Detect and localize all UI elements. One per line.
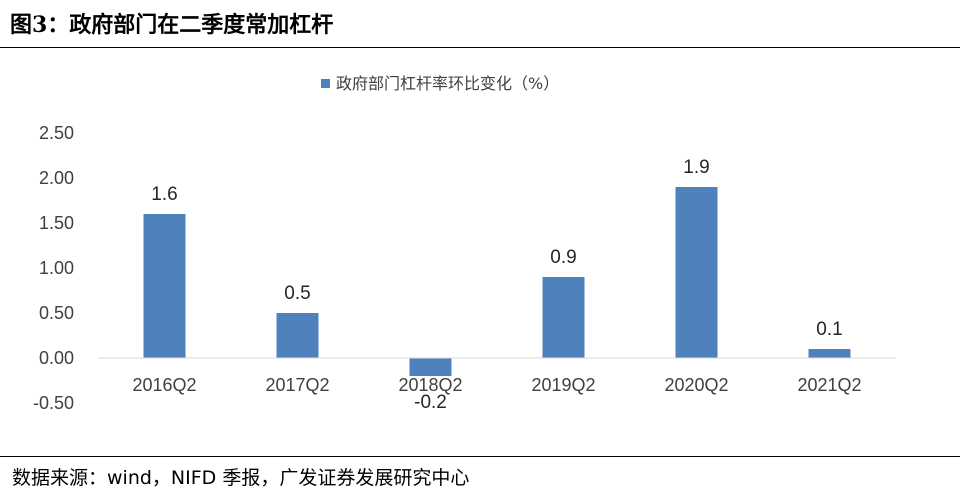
y-tick-label: 0.50	[39, 303, 74, 323]
top-divider	[0, 47, 960, 48]
bar-series	[143, 187, 851, 376]
x-tick-label: 2019Q2	[531, 375, 595, 395]
legend-swatch	[321, 79, 330, 88]
y-tick-label: 1.00	[39, 258, 74, 278]
x-tick-label: 2016Q2	[132, 375, 196, 395]
bar-2016Q2	[143, 214, 186, 358]
legend-label: 政府部门杠杆率环比变化（%）	[336, 74, 559, 93]
data-label: 1.9	[683, 157, 709, 178]
source-note: 数据来源：wind，NIFD 季报，广发证券发展研究中心	[12, 467, 470, 489]
data-label: 0.5	[284, 283, 310, 304]
y-tick-label: -0.50	[33, 393, 74, 413]
bar-2021Q2	[808, 349, 851, 358]
y-tick-label: 2.00	[39, 168, 74, 188]
x-tick-label: 2018Q2	[398, 375, 462, 395]
bar-2017Q2	[276, 313, 319, 358]
bar-2018Q2	[409, 358, 452, 376]
data-label: 1.6	[151, 184, 177, 205]
bar-chart: 政府部门杠杆率环比变化（%） 2.50 2.00 1.50 1.00 0.50 0.00 -…	[33, 74, 896, 413]
y-tick-label: 0.00	[39, 348, 74, 368]
legend: 政府部门杠杆率环比变化（%）	[321, 74, 559, 93]
data-labels: 1.6 0.5 -0.2 0.9 1.9 0.1	[151, 157, 842, 413]
y-tick-label: 1.50	[39, 213, 74, 233]
x-tick-label: 2017Q2	[265, 375, 329, 395]
x-axis: 2016Q2 2017Q2 2018Q2 2019Q2 2020Q2 2021Q2	[132, 375, 861, 395]
y-tick-label: 2.50	[39, 123, 74, 143]
x-tick-label: 2020Q2	[664, 375, 728, 395]
data-label: -0.2	[414, 392, 447, 413]
figure-title: 图3：政府部门在二季度常加杠杆	[10, 12, 334, 38]
bar-2020Q2	[675, 187, 718, 358]
bar-2019Q2	[542, 277, 585, 358]
data-label: 0.9	[550, 247, 576, 268]
data-label: 0.1	[816, 319, 842, 340]
y-axis: 2.50 2.00 1.50 1.00 0.50 0.00 -0.50	[33, 123, 74, 413]
x-tick-label: 2021Q2	[797, 375, 861, 395]
bottom-divider	[0, 456, 960, 457]
